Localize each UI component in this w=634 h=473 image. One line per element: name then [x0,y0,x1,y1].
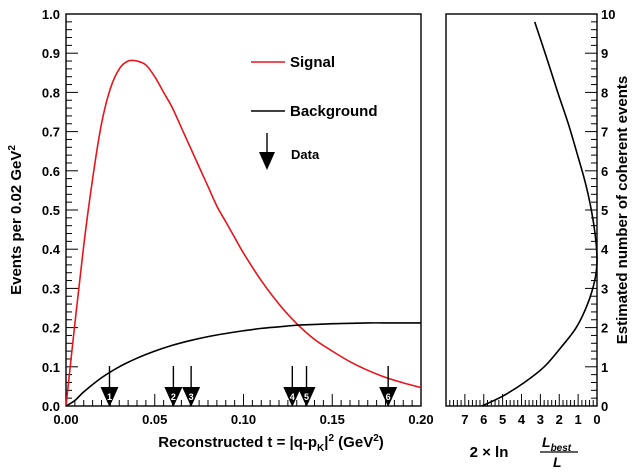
data-event-number: 6 [386,392,391,402]
y-tick-label: 0.9 [42,46,60,61]
r-y-tick-label: 1 [601,360,608,375]
r-x-tick-label: 4 [518,412,526,427]
legend: Signal Background Data [251,54,378,170]
legend-data-arrow [259,133,275,170]
data-event-arrow: 4 [283,366,302,407]
x-tick-label: 0.15 [320,412,345,427]
right-curves [481,21,598,407]
legend-background-label: Background [290,103,378,120]
r-y-tick-label: 10 [601,7,615,22]
y-tick-label: 0.2 [42,321,60,336]
r-x-tick-label: 6 [480,412,487,427]
r-x-tick-label: 2 [556,412,563,427]
right-y-axis-title: Estimated number of coherent events [614,76,631,344]
x-tick-label: 0.20 [408,412,433,427]
y-tick-label: 0.4 [42,242,61,257]
y-tick-label: 0.5 [42,203,60,218]
data-event-number: 5 [304,392,309,402]
left-axis-ticks: 0.00 0.05 0.10 0.15 0.20 0.0 0.1 0.2 0.3 0.4 0.5 0.… [42,7,434,427]
data-event-arrow: 3 [182,366,201,407]
r-y-tick-label: 9 [601,46,608,61]
r-x-tick-label: 1 [575,412,582,427]
data-event-number: 4 [290,392,295,402]
right-x-axis-title-denominator: L [553,454,562,470]
y-tick-label: 0.7 [42,125,60,140]
x-tick-label: 0.05 [142,412,167,427]
data-event-number: 3 [189,392,194,402]
r-y-tick-label: 3 [601,281,608,296]
y-tick-label: 0.6 [42,164,60,179]
r-x-tick-label: 3 [537,412,544,427]
r-y-tick-label: 0 [601,399,608,414]
y-tick-label: 0.3 [42,281,60,296]
y-tick-label: 0.1 [42,360,60,375]
data-event-number: 2 [171,392,176,402]
x-tick-label: 0.10 [231,412,256,427]
left-x-axis-title: Reconstructed t = |q-pK|2 (GeV2) [158,433,384,454]
left-y-axis-title: Events per 0.02 GeV2 [7,145,25,295]
r-x-tick-label: 0 [593,412,600,427]
x-tick-label: 0.00 [53,412,78,427]
data-event-number: 1 [107,392,112,402]
signal-background-panel: 0.00 0.05 0.10 0.15 0.20 0.0 0.1 0.2 0.3 0.4 0.5 0.… [7,7,434,454]
y-tick-label: 1.0 [42,7,60,22]
likelihood-curve [481,21,598,407]
right-x-axis-title-numerator: Lbest [542,434,572,454]
data-event-arrow: 6 [379,366,398,407]
r-x-tick-label: 7 [461,412,468,427]
r-y-tick-label: 8 [601,85,608,100]
data-event-arrow: 5 [297,366,316,407]
data-event-arrow: 1 [100,366,119,407]
r-y-tick-label: 4 [601,242,609,257]
left-plot-frame [65,13,422,407]
background-curve [65,322,421,407]
y-tick-label: 0.0 [42,399,60,414]
right-plot-frame [445,13,598,407]
legend-signal-label: Signal [290,54,335,71]
r-y-tick-label: 7 [601,125,608,140]
r-x-tick-label: 5 [499,412,506,427]
r-y-tick-label: 5 [601,203,608,218]
r-y-tick-label: 2 [601,321,608,336]
right-x-axis-title: 2 × ln [470,444,509,461]
legend-data-label: Data [291,147,320,162]
left-curves [65,59,422,407]
y-tick-label: 0.8 [42,85,60,100]
data-event-arrow: 2 [164,366,183,407]
r-y-tick-label: 6 [601,164,608,179]
signal-curve [65,59,422,407]
